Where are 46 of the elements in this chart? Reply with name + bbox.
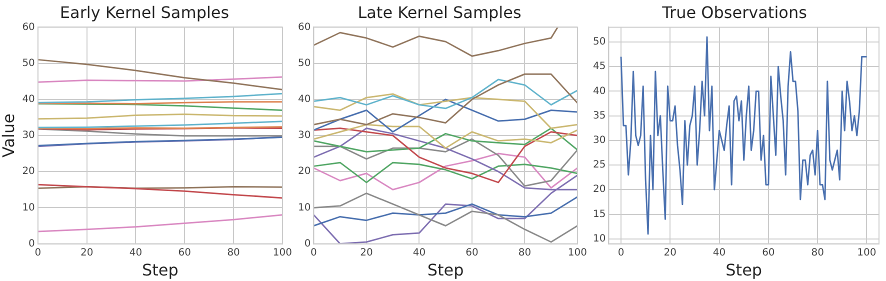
y-tick-label: 20 [592, 184, 606, 196]
y-tick-label: 40 [22, 94, 35, 105]
y-tick-label: 60 [22, 22, 35, 33]
chart-title: Late Kernel Samples [358, 2, 522, 22]
y-tick-label: 30 [22, 130, 35, 142]
x-tick-label: 20 [80, 247, 94, 258]
x-tick-label: 80 [227, 247, 240, 258]
x-tick-label: 0 [618, 247, 624, 258]
y-tick-label: 10 [592, 233, 606, 244]
x-tick-label: 20 [360, 247, 373, 258]
y-tick-label: 25 [592, 160, 606, 171]
y-tick-label: 50 [298, 58, 311, 69]
y-tick-label: 10 [22, 202, 35, 214]
y-tick-label: 30 [592, 135, 606, 146]
x-tick-label: 40 [712, 247, 726, 258]
y-tick-label: 50 [592, 36, 606, 48]
x-tick-label: 40 [129, 247, 142, 258]
chart-title: Early Kernel Samples [60, 2, 230, 22]
x-tick-label: 100 [568, 247, 588, 258]
y-tick-label: 20 [22, 166, 35, 178]
y-tick-label: 45 [592, 61, 606, 72]
y-tick-label: 10 [298, 202, 311, 214]
y-tick-label: 50 [22, 58, 35, 69]
y-tick-label: 35 [592, 110, 606, 122]
y-tick-label: 20 [298, 166, 311, 178]
x-tick-label: 60 [466, 247, 478, 258]
chart-title: True Observations [661, 2, 807, 22]
y-tick-label: 0 [28, 238, 35, 250]
x-tick-label: 20 [664, 247, 677, 258]
y-tick-label: 60 [298, 22, 311, 33]
x-tick-label: 100 [272, 247, 292, 258]
y-tick-label: 40 [592, 86, 606, 97]
y-tick-label: 40 [298, 94, 311, 105]
x-axis-title: Step [427, 260, 464, 280]
y-tick-label: 0 [304, 238, 311, 250]
y-axis-title: Value [0, 114, 18, 158]
x-tick-label: 80 [518, 247, 532, 258]
x-axis-title: Step [142, 260, 178, 280]
x-tick-label: 80 [811, 247, 824, 258]
x-tick-label: 40 [412, 247, 426, 258]
x-tick-label: 60 [178, 247, 192, 258]
y-tick-label: 30 [298, 130, 311, 142]
x-axis-title: Step [726, 260, 762, 280]
x-tick-label: 100 [857, 247, 876, 258]
x-tick-label: 60 [762, 247, 775, 258]
y-tick-label: 15 [592, 208, 606, 220]
